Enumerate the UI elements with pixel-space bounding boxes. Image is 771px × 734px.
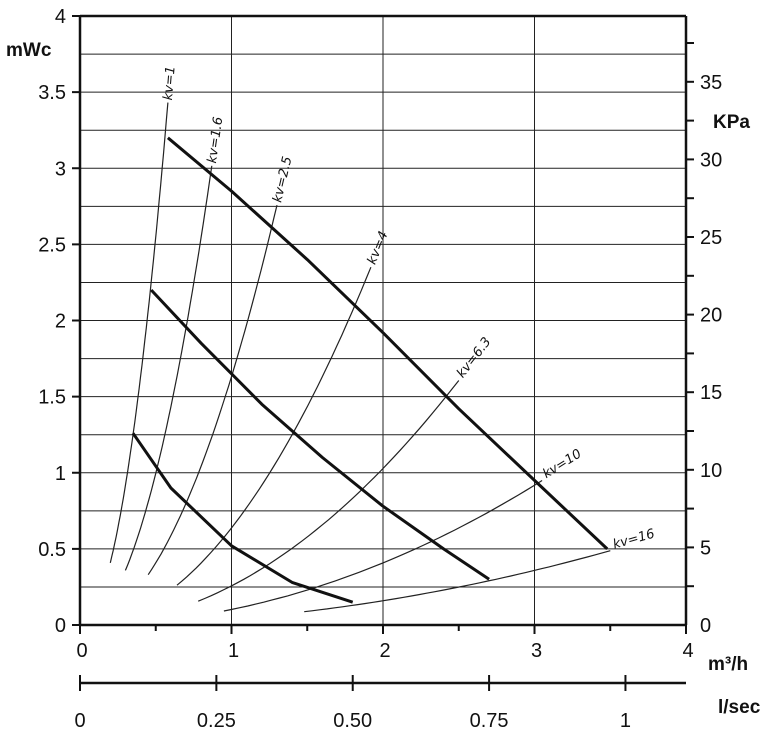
- pump-curve: [150, 288, 490, 581]
- y-tick-label: 3.5: [38, 82, 66, 104]
- kv-curve: [124, 165, 213, 571]
- x2-tick-label: 0.25: [197, 710, 236, 732]
- x-tick-label: 4: [682, 640, 693, 662]
- x2-tick-label: 0: [74, 710, 85, 732]
- y2-tick-label: 0: [700, 615, 711, 637]
- y2-tick-label: 5: [700, 537, 711, 559]
- y-tick-label: 0.5: [38, 539, 66, 561]
- y-tick-label: 2.5: [38, 234, 66, 256]
- y2-axis-label: KPa: [713, 112, 750, 133]
- pump-curve: [166, 136, 609, 550]
- y-axis-label: mWc: [6, 40, 52, 61]
- x-tick-label: 3: [531, 640, 542, 662]
- x-axis-label: m³/h: [708, 654, 748, 675]
- x2-axis-label: l/sec: [718, 697, 761, 718]
- y-tick-label: 2: [55, 311, 66, 333]
- kv-curve-label: kv=1.6: [205, 116, 226, 164]
- kv-curve: [197, 380, 460, 602]
- pump-curve: [131, 432, 354, 604]
- x2-tick-label: 1: [620, 710, 631, 732]
- kv-curve-label: kv=1: [161, 65, 179, 101]
- kv-curve: [109, 102, 169, 564]
- y2-tick-label: 35: [700, 72, 722, 94]
- kv-curve: [176, 266, 372, 586]
- y2-tick-label: 20: [700, 305, 722, 327]
- y-tick-label: 4: [55, 6, 66, 28]
- y-tick-label: 3: [55, 158, 66, 180]
- x-tick-label: 0: [76, 640, 87, 662]
- x2-tick-label: 0.50: [333, 710, 372, 732]
- y2-tick-label: 25: [700, 227, 722, 249]
- pump-curves: [131, 136, 609, 604]
- secondary-x-axis: 0 0.25 0.50 0.75 1: [74, 675, 686, 732]
- y2-tick-label: 15: [700, 382, 722, 404]
- kv-curve: [147, 204, 278, 576]
- x-tick-label: 2: [379, 640, 390, 662]
- y2-tick-label: 30: [700, 149, 722, 171]
- y-tick-label: 0: [55, 615, 66, 637]
- kv-curve: [223, 479, 543, 612]
- x2-tick-label: 0.75: [470, 710, 509, 732]
- x-tick-label: 1: [228, 640, 239, 662]
- y-tick-label: 1: [55, 463, 66, 485]
- kv-curve: [304, 550, 611, 613]
- y-tick-label: 1.5: [38, 387, 66, 409]
- y2-tick-label: 10: [700, 460, 722, 482]
